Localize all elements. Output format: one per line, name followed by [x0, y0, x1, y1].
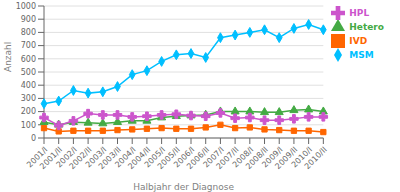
svg-text:2006/II: 2006/II [185, 145, 212, 172]
svg-text:2005/II: 2005/II [155, 145, 182, 172]
svg-text:2003/I: 2003/I [83, 145, 109, 170]
svg-text:2008/I: 2008/I [230, 145, 256, 170]
svg-text:2007/II: 2007/II [214, 145, 241, 172]
svg-text:0: 0 [31, 134, 36, 143]
svg-text:200: 200 [21, 107, 36, 116]
svg-text:700: 700 [21, 41, 36, 50]
svg-text:2002/II: 2002/II [67, 145, 94, 172]
svg-text:2003/II: 2003/II [96, 145, 123, 172]
svg-text:2001/II: 2001/II [38, 145, 65, 172]
svg-text:2009/II: 2009/II [273, 145, 300, 172]
svg-text:Halbjahr der Diagnose: Halbjahr der Diagnose [133, 182, 234, 192]
svg-text:2004/I: 2004/I [113, 145, 138, 170]
svg-text:2009/I: 2009/I [260, 145, 285, 170]
html-text:Hetero: Hetero [349, 21, 384, 32]
svg-text:2001/I: 2001/I [25, 145, 50, 170]
html-text:MSM: MSM [349, 49, 374, 60]
svg-text:2010/II: 2010/II [303, 145, 329, 171]
svg-text:600: 600 [21, 55, 36, 64]
svg-text:2010/I: 2010/I [289, 145, 315, 170]
svg-text:2004/II: 2004/II [126, 145, 153, 172]
html-text:HPL: HPL [349, 7, 370, 18]
svg-text:1000: 1000 [16, 2, 36, 11]
svg-text:400: 400 [21, 81, 36, 90]
html-text:IVD: IVD [349, 35, 368, 46]
svg-text:500: 500 [21, 68, 36, 77]
svg-text:2007/I: 2007/I [201, 145, 226, 170]
svg-text:300: 300 [21, 94, 36, 103]
svg-text:2005/I: 2005/I [142, 145, 167, 170]
svg-text:800: 800 [21, 28, 36, 37]
svg-text:900: 900 [21, 15, 36, 24]
svg-text:2008/II: 2008/II [243, 145, 270, 172]
svg-text:2006/I: 2006/I [172, 145, 197, 170]
svg-text:Anzahl: Anzahl [8, 42, 13, 72]
svg-text:100: 100 [21, 121, 36, 130]
svg-text:2002/I: 2002/I [54, 145, 79, 170]
